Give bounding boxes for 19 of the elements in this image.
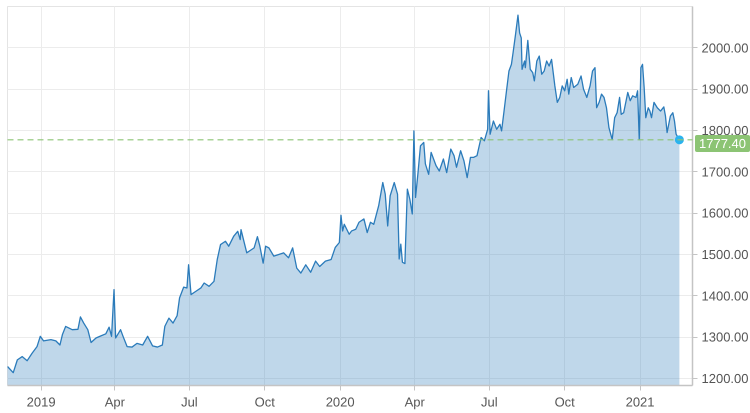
y-tick-label: 2000.00	[702, 40, 748, 56]
x-tick-label: 2019	[26, 394, 56, 410]
x-tick-label: 2021	[626, 394, 655, 410]
x-tick-label: Jul	[480, 394, 498, 410]
x-tick-label: 2020	[326, 394, 355, 410]
x-tick-label: Apr	[404, 394, 426, 410]
y-tick-label: 1600.00	[702, 206, 748, 221]
x-tick-label: Oct	[254, 394, 276, 410]
y-tick-label: 1700.00	[702, 164, 748, 180]
y-tick-label: 1900.00	[702, 82, 748, 97]
y-tick-label: 1400.00	[702, 288, 748, 304]
y-tick-label: 1200.00	[702, 370, 748, 386]
y-tick-label: 1800.00	[702, 122, 748, 138]
x-tick-label: Apr	[104, 394, 126, 410]
y-tick-label: 1500.00	[702, 246, 748, 262]
ref-line-label: 1777.40	[699, 136, 746, 152]
x-tick-label: Oct	[554, 394, 576, 410]
y-tick-label: 1300.00	[702, 330, 748, 345]
x-tick-label: Jul	[181, 394, 198, 410]
